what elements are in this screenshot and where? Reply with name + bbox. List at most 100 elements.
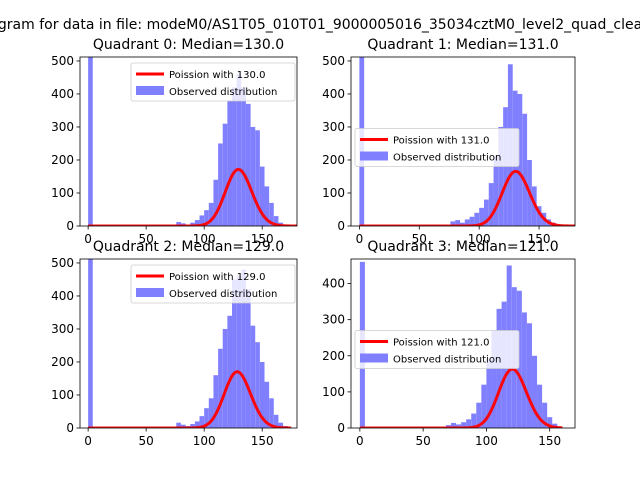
y-tick-label: 500 [51, 256, 74, 270]
y-tick-label: 100 [322, 385, 345, 399]
x-tick-label: 100 [468, 232, 491, 246]
x-tick-label: 150 [528, 232, 551, 246]
histogram-bar [213, 375, 219, 428]
axes-frame [350, 258, 576, 429]
y-tick-label: 200 [322, 349, 345, 363]
legend: Poission with 121.0 Observed distribution [354, 330, 520, 369]
histogram-bar [269, 202, 274, 226]
histogram-bar [476, 402, 482, 428]
histogram-bar [190, 424, 195, 428]
histogram-bar [222, 328, 228, 428]
subplot-title: Quadrant 2: Median=129.0 [93, 239, 284, 255]
histogram-bar [204, 210, 209, 226]
x-tick-label: 0 [356, 232, 364, 246]
histogram-bar [460, 222, 465, 226]
subplot-title: Quadrant 1: Median=131.0 [367, 37, 558, 53]
histogram-bar [180, 424, 186, 428]
legend-box [354, 128, 520, 167]
histogram-bar [474, 212, 480, 226]
y-tick-label: 200 [51, 355, 74, 369]
y-tick-label: 400 [322, 277, 345, 291]
figure-suptitle: Histogram for data in file: modeM0/AS1T0… [0, 17, 640, 33]
histogram-bar [218, 143, 223, 226]
legend-patch-swatch [136, 288, 164, 297]
legend-patch-swatch [136, 86, 164, 95]
y-tick-label: 500 [51, 54, 74, 68]
x-tick-label: 150 [251, 232, 274, 246]
histogram-bar [536, 206, 542, 226]
histogram-bar [537, 384, 543, 428]
y-tick-label: 100 [51, 186, 74, 200]
histogram-bar [245, 103, 251, 226]
histogram-bar [491, 330, 497, 428]
histogram-bar [269, 398, 274, 428]
x-tick-label: 0 [84, 434, 92, 448]
subplot-title: Quadrant 0: Median=130.0 [93, 37, 284, 53]
histogram-bar [488, 183, 494, 226]
histogram-bar [232, 279, 237, 428]
histogram-bar [273, 414, 279, 428]
legend: Poission with 131.0 Observed distribution [354, 128, 520, 167]
plot-content [87, 259, 292, 428]
histogram-bar [245, 289, 251, 428]
histogram-bar [88, 57, 93, 226]
x-tick-label: 50 [139, 434, 154, 448]
axes-frame [79, 56, 298, 227]
histogram-bar [190, 222, 195, 226]
x-tick-label: 50 [412, 232, 427, 246]
histogram-bar [522, 113, 528, 226]
x-tick-label: 50 [139, 232, 154, 246]
legend: Poission with 129.0 Observed distribution [130, 264, 296, 304]
y-tick-label: 100 [322, 186, 345, 200]
histogram-bar [471, 413, 477, 428]
histogram-bar [542, 402, 548, 428]
legend-box [130, 264, 296, 304]
legend-box [130, 62, 296, 102]
legend-label-observed: Observed distribution [393, 153, 501, 164]
histogram-bar [222, 123, 228, 226]
legend-label-poisson: Poission with 121.0 [393, 338, 489, 349]
histogram-bar [493, 156, 499, 226]
histogram-bar [208, 398, 214, 428]
histogram-bar [250, 325, 256, 428]
y-tick-label: 0 [337, 421, 345, 435]
histogram-bar [273, 216, 279, 226]
y-tick-label: 300 [322, 313, 345, 327]
y-tick-label: 400 [51, 289, 74, 303]
histogram-bar [483, 199, 489, 226]
histogram-bar [531, 355, 538, 428]
histogram-bar [255, 342, 260, 428]
histogram-bar [259, 166, 265, 226]
histogram-bar [241, 269, 246, 428]
histogram-bar [526, 323, 532, 428]
histogram-bar [264, 186, 270, 226]
subplot-title: Quadrant 3: Median=121.0 [367, 239, 558, 255]
legend: Poission with 130.0 Observed distribution [130, 62, 296, 102]
y-tick-label: 300 [51, 322, 74, 336]
histogram-bar [479, 207, 484, 226]
histogram-bar [481, 384, 487, 428]
histogram-bar [204, 408, 209, 428]
subplot-quadrant-3: 0 50 100 150 0 100 200 300 400 Quadrant 3: Median… [322, 239, 576, 448]
y-tick-label: 0 [66, 219, 74, 233]
subplot-quadrant-2: 0 50 100 150 0 100 200 300 400 500 Quadrant 2: Med… [51, 239, 298, 448]
y-tick-label: 300 [51, 120, 74, 134]
histogram-bar [456, 424, 462, 428]
subplot-quadrant-1: 0 50 100 150 0 100 200 300 400 500 Quadrant 1: Med… [322, 37, 576, 246]
histogram-bar [227, 100, 233, 226]
histogram-bar [218, 348, 223, 428]
histogram-bar [250, 126, 256, 226]
legend-patch-swatch [360, 151, 388, 161]
axes-frame [350, 56, 576, 227]
histogram-bar [469, 216, 475, 226]
histogram-bar [461, 422, 467, 428]
histogram-bar [227, 315, 233, 428]
legend-label-poisson: Poission with 130.0 [169, 70, 265, 81]
histogram-bar [194, 421, 200, 428]
histogram-bar [498, 126, 504, 226]
histogram-bar [547, 417, 553, 428]
histogram-bar [255, 130, 260, 226]
histogram-bar [521, 312, 527, 428]
